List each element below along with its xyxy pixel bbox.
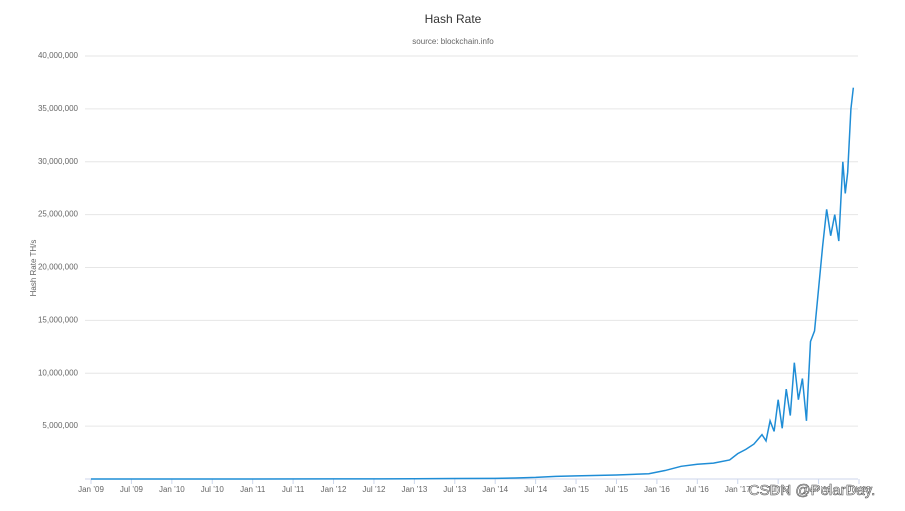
chart-title: Hash Rate [425, 12, 482, 26]
x-tick-label: Jan ’18 [806, 485, 832, 494]
x-tick-label: Jul ’10 [201, 485, 225, 494]
y-tick-label: 15,000,000 [38, 315, 79, 324]
x-tick-label: Jul ’11 [282, 485, 305, 494]
x-tick-label: Jan ’11 [240, 485, 266, 494]
y-axis-label: Hash Rate TH/s [29, 240, 38, 297]
y-tick-label: 10,000,000 [38, 368, 79, 377]
x-tick-label: Jan ’09 [78, 485, 104, 494]
y-tick-label: 40,000,000 [38, 51, 79, 60]
line-series [91, 87, 855, 480]
x-tick-label: Jul ’17 [767, 485, 791, 494]
x-tick-label: Jan ’13 [401, 485, 427, 494]
x-tick-label: Jan ’14 [482, 485, 508, 494]
x-tick-label: Jan ’10 [159, 485, 185, 494]
y-tick-label: 35,000,000 [38, 104, 79, 113]
chart-subtitle: source: blockchain.info [412, 37, 494, 46]
x-tick-label: Jan ’17 [725, 485, 751, 494]
x-tick-label: Jul ’16 [686, 485, 710, 494]
y-tick-label: 25,000,000 [38, 210, 79, 219]
x-tick-label: Jul ’14 [524, 485, 548, 494]
x-tick-label: Jan ’12 [321, 485, 347, 494]
x-tick-label: Jul ’12 [362, 485, 386, 494]
x-tick-label: Jan ’15 [563, 485, 589, 494]
x-tick-label: Jul ’13 [443, 485, 467, 494]
plot: 5,000,000 10,000,000 15,000,000 20,000,000 2… [38, 51, 871, 494]
y-tick-label: 30,000,000 [38, 157, 79, 166]
x-tick-label: Jan ’16 [644, 485, 670, 494]
watermark: CSDN @PolarDay. [749, 482, 876, 499]
x-tick-label: Jul ’18 [847, 485, 871, 494]
x-tick-label: Jul ’09 [120, 485, 144, 494]
x-tick-label: Jul ’15 [605, 485, 629, 494]
y-tick-label: 20,000,000 [38, 263, 79, 272]
y-tick-label: 5,000,000 [42, 421, 78, 430]
